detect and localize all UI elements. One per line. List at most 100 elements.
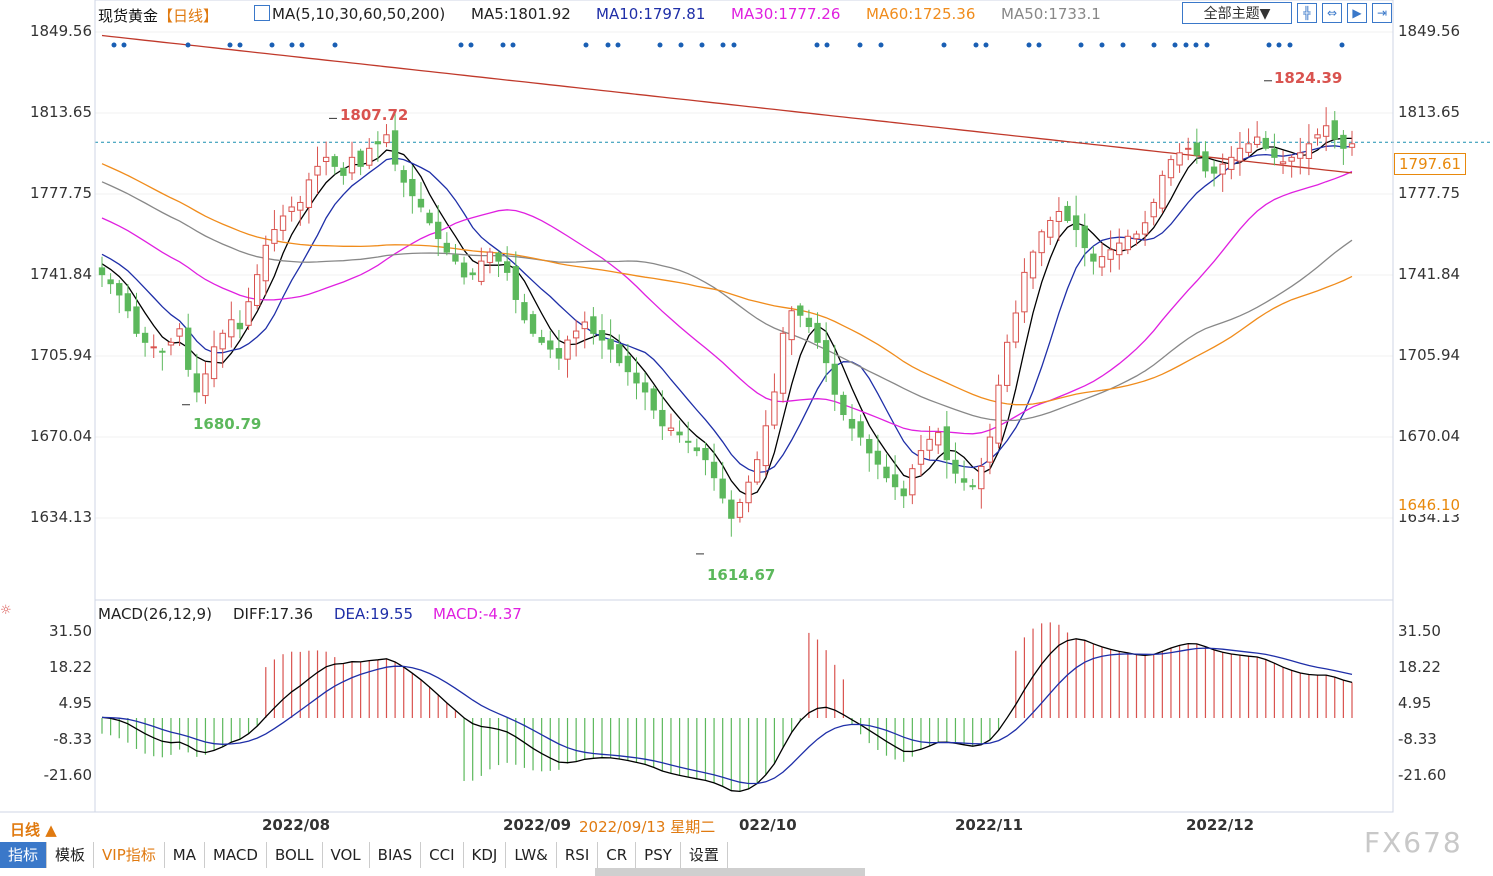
theme-dropdown[interactable]: 全部主题▼	[1182, 2, 1292, 24]
signal-dot	[237, 42, 243, 48]
signal-dot	[814, 42, 820, 48]
signal-dot	[510, 42, 516, 48]
candle-up	[1004, 341, 1011, 386]
candle-up	[754, 459, 761, 483]
candle-down	[331, 156, 338, 167]
horizontal-scrollbar[interactable]	[595, 868, 865, 876]
candle-up	[1150, 201, 1157, 218]
signal-dot	[657, 42, 663, 48]
signal-dot	[111, 42, 117, 48]
candle-up	[202, 373, 209, 397]
candle-down	[512, 266, 519, 300]
candle-up	[322, 156, 330, 162]
candle-up	[564, 339, 571, 360]
candle-up	[995, 384, 1002, 444]
macd-lines	[101, 638, 1353, 793]
ma50-value: MA50:1733.1	[1001, 5, 1101, 23]
signal-dot	[500, 42, 506, 48]
tab-lw&[interactable]: LW&	[506, 842, 557, 868]
macd-tick-right: 4.95	[1398, 694, 1432, 712]
annotation-high-aug: 1807.72	[340, 106, 409, 124]
ma-params-text: MA(5,10,30,60,50,200)	[272, 5, 446, 23]
signal-dot	[878, 42, 884, 48]
candle-down	[590, 316, 597, 334]
candle-up	[150, 346, 157, 349]
crosshair-icon[interactable]: ╬	[1297, 3, 1317, 23]
play-icon[interactable]: ▶	[1347, 3, 1367, 23]
candle-up	[667, 427, 675, 431]
candle-down	[529, 314, 537, 334]
candle-down	[340, 167, 347, 176]
candle-down	[116, 283, 123, 296]
candle-up	[167, 341, 175, 346]
signal-dot	[1183, 42, 1189, 48]
candle-up	[1348, 143, 1356, 148]
candle-down	[866, 439, 873, 454]
candle-up	[210, 346, 218, 380]
candle-up	[909, 468, 916, 496]
candle-down	[1202, 151, 1209, 172]
candle-up	[1185, 147, 1192, 150]
candle-up	[1297, 152, 1304, 159]
tab-rsi[interactable]: RSI	[557, 842, 599, 868]
macd-histogram	[101, 622, 1353, 792]
price-tick-left: 1705.94	[29, 346, 92, 364]
candle-down	[185, 327, 192, 370]
tab-boll[interactable]: BOLL	[267, 842, 323, 868]
price-tick-left: 1849.56	[29, 22, 92, 40]
date-2022-12: 2022/12	[1186, 816, 1255, 834]
tab-模板[interactable]: 模板	[47, 842, 95, 868]
candle-up	[779, 332, 787, 394]
candle-up	[383, 134, 390, 144]
signal-dot	[332, 42, 338, 48]
macd-tick-left: 18.22	[49, 658, 92, 676]
candle-down	[460, 262, 468, 278]
signal-dot	[1276, 42, 1282, 48]
next-icon[interactable]: ⇥	[1372, 3, 1392, 23]
signal-dot	[1026, 42, 1032, 48]
candle-up	[935, 432, 942, 446]
candle-down	[391, 130, 399, 165]
signal-dot	[299, 42, 305, 48]
candle-up	[305, 179, 313, 208]
signal-dot	[1036, 42, 1042, 48]
tab-macd[interactable]: MACD	[205, 842, 267, 868]
signal-dot	[973, 42, 979, 48]
price-tick-left: 1670.04	[29, 426, 92, 445]
candle-up	[736, 502, 744, 518]
tab-vip指标[interactable]: VIP指标	[94, 842, 165, 868]
zoom-out-icon[interactable]: ⇔	[1322, 3, 1342, 23]
candle-down	[1064, 205, 1071, 222]
candle-up	[788, 310, 795, 341]
candle-up	[1133, 233, 1140, 240]
candle-up	[271, 229, 278, 244]
candle-up	[1236, 147, 1244, 162]
candle-down	[124, 293, 132, 312]
tooltip-date: 2022/09/13 星期二	[579, 816, 716, 837]
sun-icon: ☼	[0, 603, 12, 618]
tab-cr[interactable]: CR	[598, 842, 637, 868]
candle-down	[236, 322, 244, 330]
candle-up	[1254, 136, 1261, 145]
candle-down	[797, 305, 804, 316]
signal-dot	[289, 42, 295, 48]
candle-up	[1012, 312, 1019, 343]
tab-kdj[interactable]: KDJ	[464, 842, 507, 868]
tab-vol[interactable]: VOL	[323, 842, 370, 868]
price-tick-left: 1813.65	[29, 103, 92, 121]
signal-dot	[583, 42, 589, 48]
candle-down	[417, 198, 425, 208]
date-2022-08: 2022/08	[262, 816, 331, 834]
period-switch[interactable]: 日线 ▲	[10, 821, 57, 839]
dea-line	[101, 647, 1353, 785]
ma60-line	[101, 163, 1353, 406]
tab-cci[interactable]: CCI	[421, 842, 464, 868]
candle-down	[728, 499, 735, 519]
tab-psy[interactable]: PSY	[636, 842, 681, 868]
candle-down	[159, 350, 166, 353]
tab-bias[interactable]: BIAS	[370, 842, 422, 868]
tab-指标[interactable]: 指标	[0, 842, 48, 868]
tab-ma[interactable]: MA	[165, 842, 205, 868]
candle-up	[917, 450, 925, 465]
tab-设置[interactable]: 设置	[681, 842, 728, 868]
